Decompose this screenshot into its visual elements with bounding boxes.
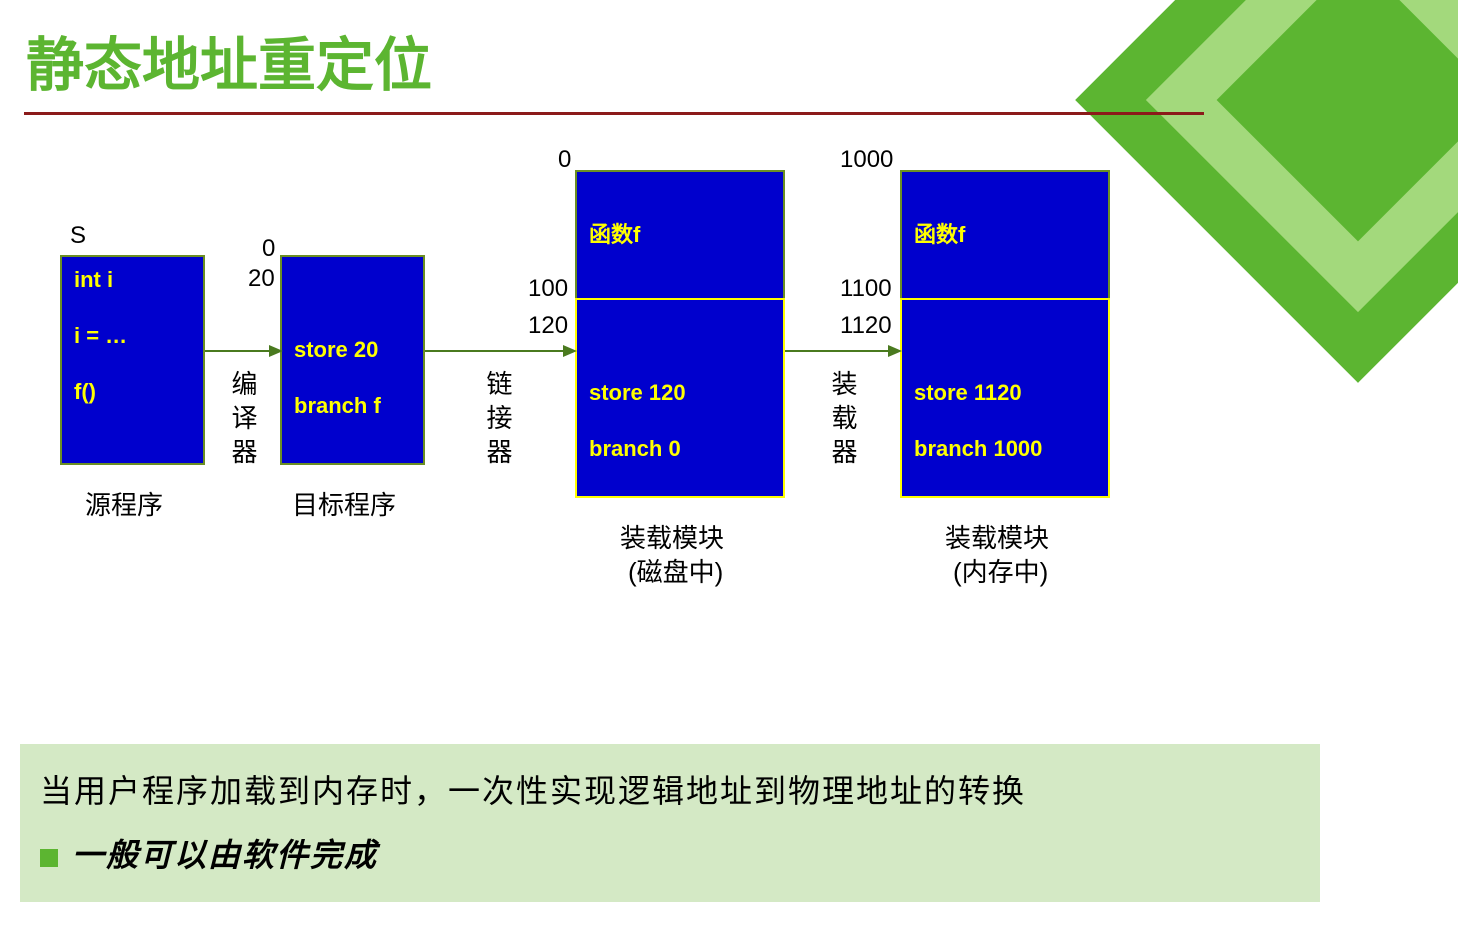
link-label: 链接器 [480,370,517,472]
target-line-1: branch f [294,393,411,419]
source-box: int i i = … f() [60,255,205,465]
mem-lower-line-0: store 1120 [914,380,1096,406]
source-line-2: f() [74,379,191,405]
bullet-icon [40,849,58,867]
disk-addr-120: 120 [528,312,568,340]
disk-lower-line-0: store 120 [589,380,771,406]
target-box: store 20 branch f [280,255,425,465]
source-line-1: i = … [74,323,191,349]
target-addr-0: 0 [262,235,275,263]
mem-caption-2: (内存中) [953,552,1048,589]
link-arrow [425,343,577,359]
target-addr-20: 20 [248,265,275,293]
compile-arrow [205,343,283,359]
source-top-label: S [70,222,86,250]
mem-addr-1000: 1000 [840,146,893,174]
mem-upper-line-0: 函数f [914,217,1096,249]
slide-title: 静态地址重定位 [26,18,432,102]
source-caption: 源程序 [85,485,163,522]
mem-lower-line-1: branch 1000 [914,436,1096,462]
disk-upper-line-0: 函数f [589,217,771,249]
disk-caption-2: (磁盘中) [628,552,723,589]
summary-line-2: 一般可以由软件完成 [40,830,1300,876]
summary-line-1: 当用户程序加载到内存时，一次性实现逻辑地址到物理地址的转换 [40,766,1300,812]
target-caption: 目标程序 [292,485,396,522]
summary-line-2-text: 一般可以由软件完成 [72,837,378,873]
source-line-0: int i [74,267,191,293]
disk-lower-line-1: branch 0 [589,436,771,462]
disk-upper-box: 函数f [575,170,785,300]
load-label: 装载器 [825,370,862,472]
mem-upper-box: 函数f [900,170,1110,300]
mem-addr-1120: 1120 [840,312,892,340]
mem-addr-1100: 1100 [840,275,892,303]
mem-lower-box: store 1120 branch 1000 [900,298,1110,498]
relocation-diagram: S int i i = … f() 源程序 0 20 store 20 bran… [30,140,1230,600]
compile-label: 编译器 [225,370,262,472]
summary-box: 当用户程序加载到内存时，一次性实现逻辑地址到物理地址的转换 一般可以由软件完成 [20,744,1320,902]
title-underline [24,112,1204,115]
target-line-0: store 20 [294,337,411,363]
disk-addr-100: 100 [528,275,568,303]
disk-lower-box: store 120 branch 0 [575,298,785,498]
disk-caption-1: 装载模块 [620,518,724,555]
mem-caption-1: 装载模块 [945,518,1049,555]
disk-addr-0: 0 [558,146,571,174]
load-arrow [785,343,902,359]
